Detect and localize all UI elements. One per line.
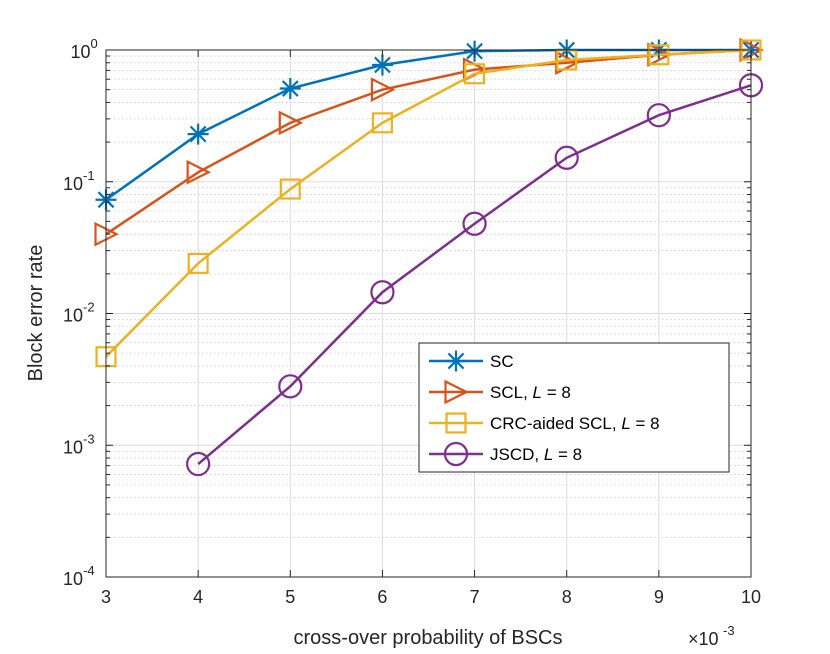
legend-entry: JSCD, L = 8: [429, 441, 582, 467]
y-tick-label-base: 10: [70, 42, 90, 62]
data-point-marker: [187, 123, 209, 145]
legend: SC SCL, L = 8 CRC-aided SCL, L = 8 JSCD, L …: [418, 342, 730, 473]
y-tick-label-exponent: 0: [91, 36, 98, 51]
series-crc-aided-scl-l-8: [95, 39, 762, 368]
data-point-marker: [371, 112, 393, 134]
series-line: [197, 84, 752, 466]
data-point-marker: [279, 178, 301, 200]
data-point-marker: [186, 451, 211, 477]
data-point-marker: [646, 103, 671, 128]
axes: [105, 49, 752, 578]
data-point-marker: [187, 252, 209, 274]
data-point-marker: [370, 280, 395, 305]
data-point-marker: [278, 374, 303, 399]
data-point-marker: [445, 350, 467, 372]
data-point-marker: [554, 145, 579, 170]
x-axis-label: cross-over probability of BSCs: [294, 627, 563, 649]
y-tick-label-exponent: -1: [83, 168, 95, 183]
tick-labels: 10 010 -110 -210 -310 -43 4 5 6 7 8 9 10: [63, 36, 761, 607]
y-tick-label-exponent: -2: [83, 300, 95, 315]
legend-label: CRC-aided SCL, L = 8: [490, 414, 660, 433]
data-point-marker: [445, 412, 467, 434]
x-tick-label: 10: [741, 587, 761, 607]
y-axis-label: Block error rate: [25, 245, 47, 382]
data-point-marker: [462, 211, 487, 236]
data-point-marker: [464, 63, 486, 85]
y-tick-label: 10 -1: [63, 168, 95, 194]
legend-label: JSCD, L = 8: [490, 445, 582, 464]
y-tick-label: 10 -4: [63, 563, 95, 589]
y-tick-label: 10 -3: [63, 431, 95, 457]
y-tick-label: 10 -2: [63, 300, 95, 326]
y-tick-label-base: 10: [63, 174, 83, 194]
y-tick-label-base: 10: [63, 306, 83, 326]
x-axis-exponent-power: -3: [723, 623, 735, 638]
y-tick-label-exponent: -3: [83, 431, 95, 446]
legend-box: [418, 342, 730, 473]
series-line: [105, 48, 752, 358]
x-axis-exponent-base: ×10: [688, 629, 719, 649]
y-tick-label-base: 10: [63, 437, 83, 457]
x-tick-label: 5: [285, 587, 295, 607]
legend-entry: SC: [429, 350, 514, 372]
legend-entry: SCL, L = 8: [429, 379, 571, 405]
x-tick-label: 3: [101, 587, 111, 607]
data-point-marker: [370, 77, 396, 102]
data-point-marker: [279, 78, 301, 100]
data-point-marker: [278, 110, 304, 136]
data-point-marker: [186, 159, 212, 185]
y-tick-label: 10 0: [70, 36, 97, 62]
x-tick-label: 4: [193, 587, 203, 607]
y-tick-label-base: 10: [63, 569, 83, 589]
x-tick-label: 9: [654, 587, 664, 607]
legend-entry: CRC-aided SCL, L = 8: [429, 412, 660, 434]
legend-label: SCL, L = 8: [490, 383, 571, 402]
data-point-marker: [648, 44, 670, 66]
y-tick-label-exponent: -4: [83, 563, 95, 578]
data-point-marker: [371, 54, 393, 76]
legend-label: SC: [490, 352, 514, 371]
x-tick-label: 8: [562, 587, 572, 607]
x-axis-exponent: ×10 -3: [688, 623, 735, 649]
data-point-marker: [443, 441, 469, 467]
x-tick-label: 6: [377, 587, 387, 607]
data-point-marker: [444, 379, 469, 405]
x-tick-label: 7: [470, 587, 480, 607]
